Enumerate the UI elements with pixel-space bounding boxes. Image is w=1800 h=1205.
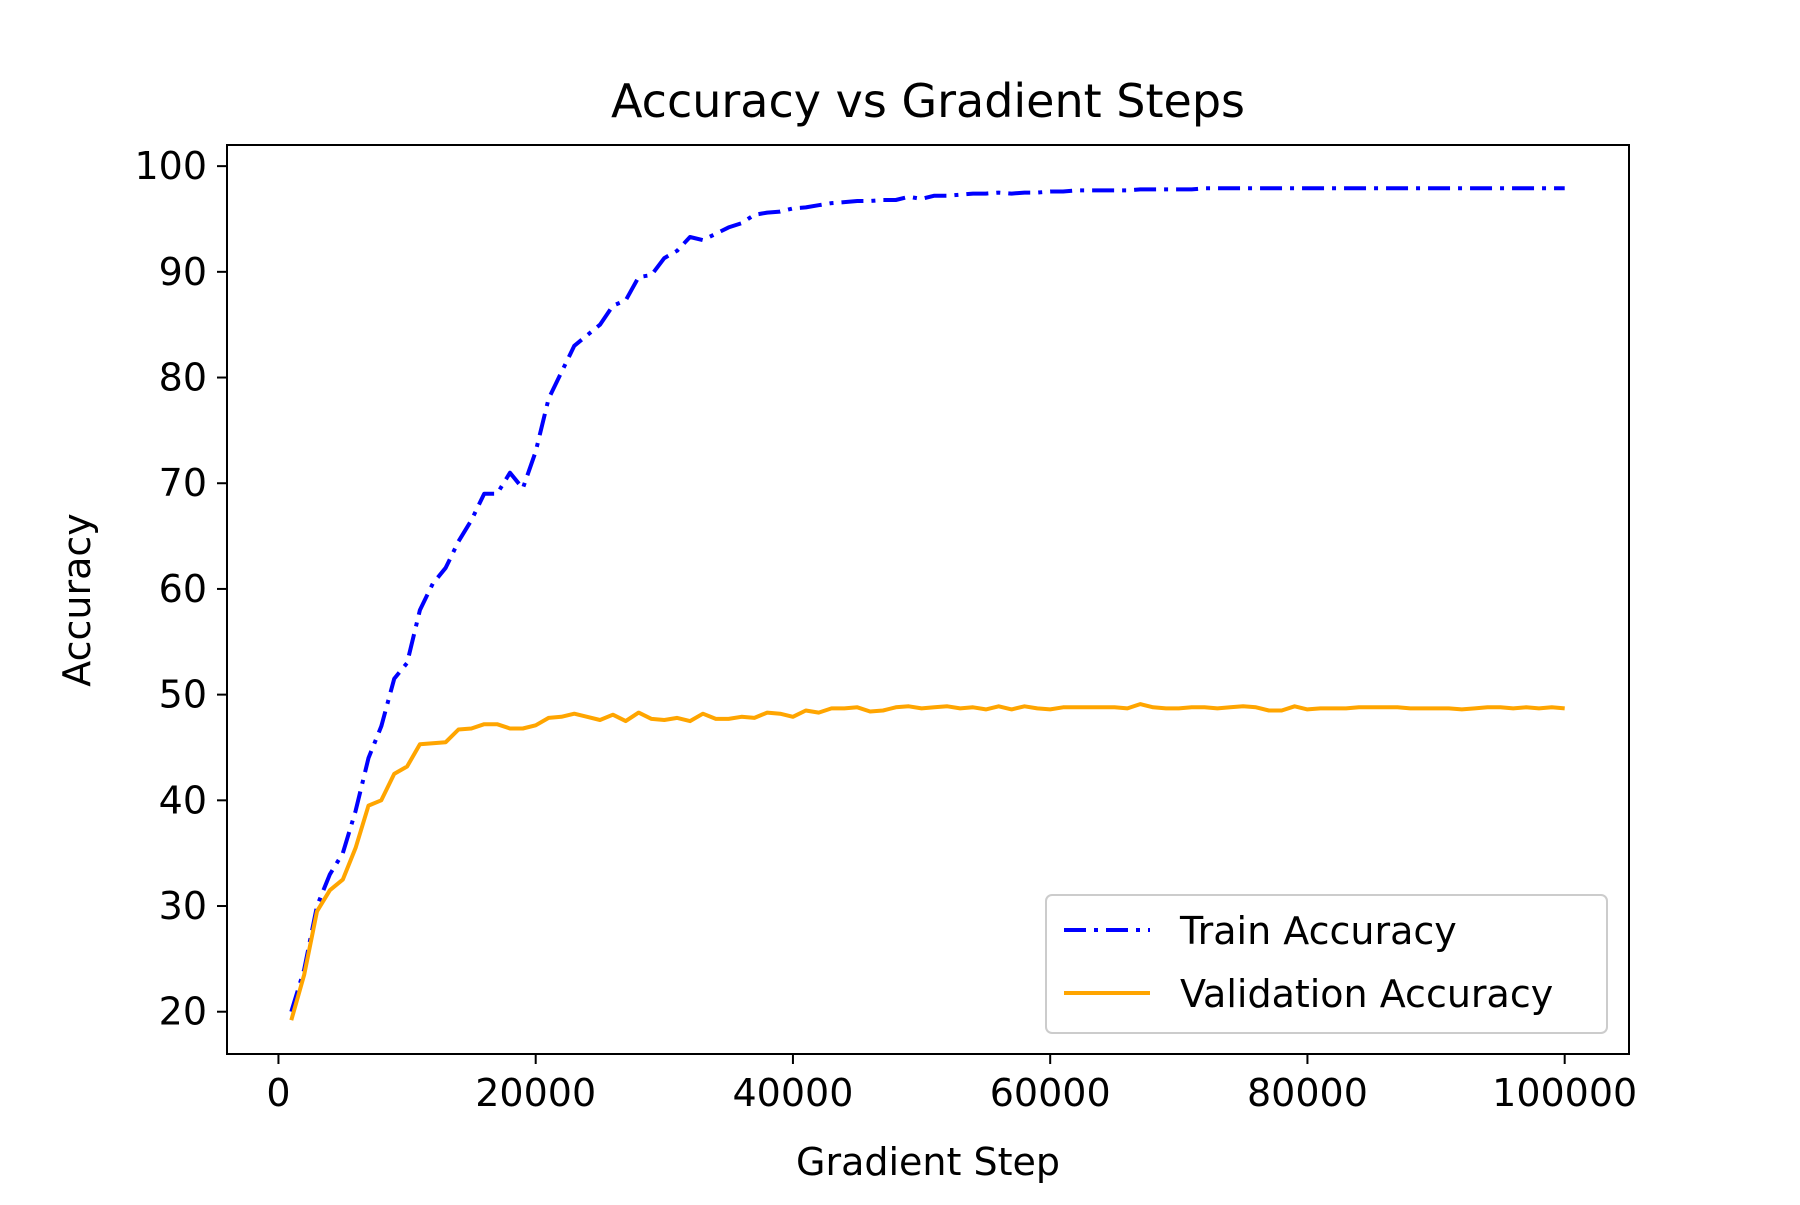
series-line-validation [289,702,1565,1021]
y-axis-title: Accuracy [55,513,99,687]
y-tick-label: 80 [159,356,207,400]
x-tick-label: 80000 [1247,1071,1368,1115]
y-tick-label: 20 [159,990,207,1034]
x-tick-label: 60000 [990,1071,1111,1115]
y-tick-label: 100 [134,144,207,188]
legend-label-validation: Validation Accuracy [1180,972,1553,1016]
x-tick-label: 100000 [1492,1071,1637,1115]
legend-box [1045,894,1608,1034]
plot-frame [226,144,1630,1055]
chart-title: Accuracy vs Gradient Steps [611,74,1245,128]
y-axis: 20 30 40 50 60 70 80 90 100 [134,144,227,1034]
series-line-train [289,186,1565,1013]
y-tick-label: 40 [159,778,207,822]
y-tick-label: 50 [159,673,207,717]
y-tick-label: 90 [159,250,207,294]
legend: Train Accuracy Validation Accuracy [1045,894,1608,1034]
series-layer [289,186,1565,1021]
y-tick-label: 70 [159,461,207,505]
legend-label-train: Train Accuracy [1179,909,1457,953]
x-axis: 0 20000 40000 60000 80000 100000 [266,1054,1637,1115]
x-tick-label: 40000 [732,1071,853,1115]
x-axis-title: Gradient Step [796,1140,1060,1184]
x-tick-label: 20000 [475,1071,596,1115]
x-tick-label: 0 [266,1071,290,1115]
y-tick-label: 30 [159,884,207,928]
y-tick-label: 60 [159,567,207,611]
